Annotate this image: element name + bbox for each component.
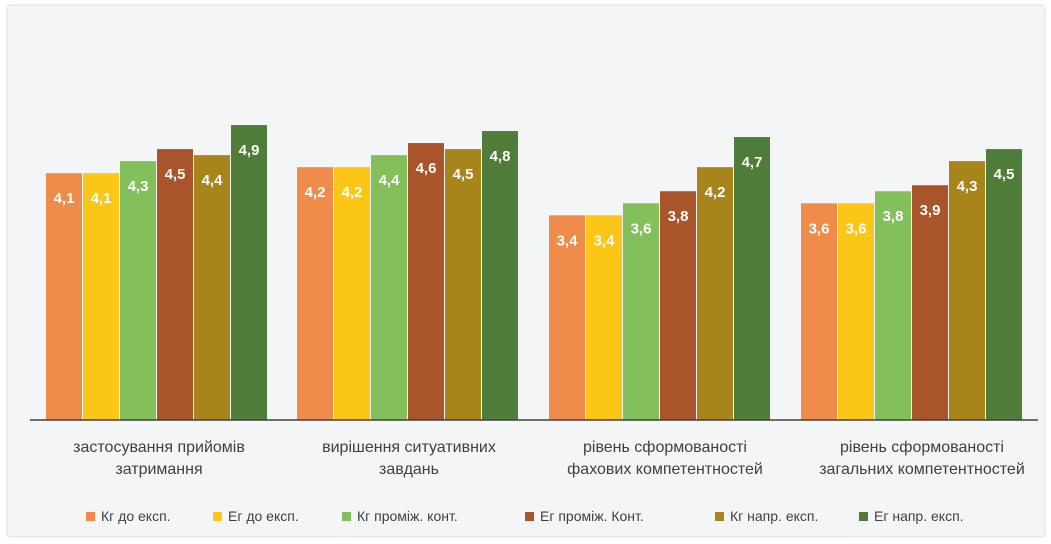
data-label-4-3: 3,8 <box>668 208 689 225</box>
bar-2-3 <box>586 215 622 420</box>
legend-swatch-1 <box>86 512 95 521</box>
data-label-3-3: 3,6 <box>631 220 652 237</box>
category-label-2-line-1: вирішення ситуативних <box>322 439 496 456</box>
bar-1-3 <box>549 215 585 420</box>
legend-swatch-5 <box>715 512 724 521</box>
category-label-2-line-2: завдань <box>379 461 439 478</box>
bar-2-1 <box>83 173 119 420</box>
category-label-1-line-2: затримання <box>115 461 202 478</box>
legend-label-2: Ег до експ. <box>228 508 299 524</box>
bar-5-1 <box>194 155 230 420</box>
data-label-1-3: 3,4 <box>557 232 579 249</box>
category-label-3-line-1: рівень сформованості <box>583 439 747 456</box>
data-label-1-4: 3,6 <box>809 220 830 237</box>
bar-chart: 4,1 4,2 3,4 3,6 4,1 4,2 3,4 3,6 4,3 4,4 3,6 3,8 4,5 4… <box>30 125 1038 524</box>
bar-6-2 <box>482 131 518 420</box>
bar-2-4 <box>838 203 874 420</box>
legend-label-1: Кг до експ. <box>101 508 171 524</box>
data-label-5-4: 4,3 <box>957 178 978 195</box>
data-label-6-4: 4,5 <box>994 166 1015 183</box>
bars-layer: 4,1 4,2 3,4 3,6 4,1 4,2 3,4 3,6 4,3 4,4 3,6 3,8 4,5 4… <box>46 125 1022 421</box>
data-label-3-2: 4,4 <box>379 172 401 189</box>
data-label-1-2: 4,2 <box>305 184 326 201</box>
data-label-2-1: 4,1 <box>91 190 112 207</box>
data-label-2-3: 3,4 <box>594 232 616 249</box>
chart-frame: 4,1 4,2 3,4 3,6 4,1 4,2 3,4 3,6 4,3 4,4 3,6 3,8 4,5 4… <box>8 6 1044 536</box>
data-label-6-2: 4,8 <box>490 148 511 165</box>
data-label-6-3: 4,7 <box>742 154 763 171</box>
legend-swatch-4 <box>525 512 534 521</box>
legend-label-6: Ег напр. експ. <box>874 508 964 524</box>
data-label-2-4: 3,6 <box>846 220 867 237</box>
legend-swatch-6 <box>859 512 868 521</box>
bar-4-4 <box>912 185 948 420</box>
category-label-4-line-2: загальних компетентностей <box>819 461 1025 478</box>
bar-4-3 <box>660 191 696 420</box>
bar-3-2 <box>371 155 407 420</box>
bar-6-4 <box>986 149 1022 420</box>
data-label-1-1: 4,1 <box>54 190 75 207</box>
category-label-4-line-1: рівень сформованості <box>840 439 1004 456</box>
data-label-4-2: 4,6 <box>416 160 437 177</box>
data-label-3-1: 4,3 <box>128 178 149 195</box>
bar-1-1 <box>46 173 82 420</box>
bar-6-1 <box>231 125 267 421</box>
data-label-5-3: 4,2 <box>705 184 726 201</box>
data-label-4-4: 3,9 <box>920 202 941 219</box>
bar-1-2 <box>297 167 333 420</box>
legend-swatch-2 <box>213 512 222 521</box>
bar-4-2 <box>408 143 444 420</box>
data-label-2-2: 4,2 <box>342 184 363 201</box>
legend-label-3: Кг проміж. конт. <box>357 508 458 524</box>
bar-2-2 <box>334 167 370 420</box>
legend-label-4: Ег проміж. Конт. <box>540 508 644 524</box>
legend: Кг до експ. Ег до експ. Кг проміж. конт. Ег… <box>86 508 964 524</box>
bar-5-3 <box>697 167 733 420</box>
data-label-6-1: 4,9 <box>239 142 260 159</box>
bar-1-4 <box>801 203 837 420</box>
bar-4-1 <box>157 149 193 420</box>
legend-swatch-3 <box>342 512 351 521</box>
bar-5-4 <box>949 161 985 420</box>
category-label-3-line-2: фахових компетентностей <box>567 461 763 478</box>
category-labels: застосування прийомів затримання вирішення… <box>73 439 1025 478</box>
data-label-3-4: 3,8 <box>883 208 904 225</box>
category-label-1-line-1: застосування прийомів <box>73 439 245 456</box>
bar-3-3 <box>623 203 659 420</box>
bar-3-4 <box>875 191 911 420</box>
data-label-5-2: 4,5 <box>453 166 474 183</box>
bar-6-3 <box>734 137 770 420</box>
data-label-4-1: 4,5 <box>165 166 186 183</box>
bar-3-1 <box>120 161 156 420</box>
data-label-5-1: 4,4 <box>202 172 224 189</box>
legend-label-5: Кг напр. експ. <box>730 508 818 524</box>
bar-5-2 <box>445 149 481 420</box>
